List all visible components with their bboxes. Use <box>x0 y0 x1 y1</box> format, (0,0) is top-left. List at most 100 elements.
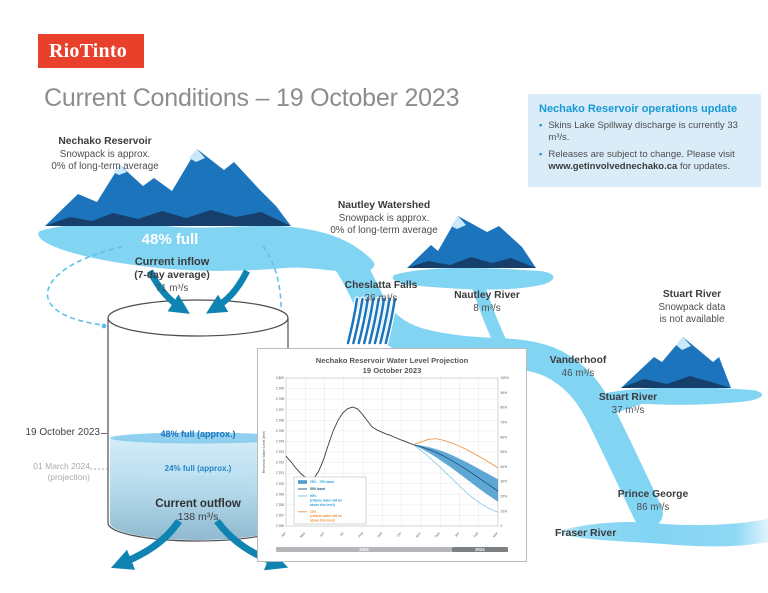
svg-text:May: May <box>299 531 306 539</box>
fraser-river-label: Fraser River <box>555 527 617 539</box>
current-level-label: 48% full (approx.) <box>160 429 236 439</box>
cheslatta-falls-name: Cheslatta Falls <box>344 280 418 291</box>
series-10-chance-water-will-be-above-this-level <box>413 438 499 469</box>
nautley-river-branch <box>471 279 510 355</box>
nautley-pool <box>392 267 554 290</box>
series-90-chance-water-will-be-above-this-level <box>412 444 499 513</box>
svg-text:Sep: Sep <box>376 531 383 538</box>
outflow-value: 138 m³/s <box>177 511 219 524</box>
nautley-snowpack-line1: Snowpack is approx. <box>338 212 430 224</box>
svg-text:50%: 50% <box>501 450 508 454</box>
svg-text:Mar: Mar <box>492 530 499 538</box>
svg-text:2,791: 2,791 <box>276 471 284 475</box>
inflow-arrows <box>147 269 250 314</box>
vanderhoof-value: 46 m³/s <box>561 367 595 379</box>
projection-date: 01 March 2024 <box>33 461 90 471</box>
svg-text:2,799: 2,799 <box>276 387 284 391</box>
dashed-connector-left <box>46 246 123 329</box>
stuart-mountain-icon <box>621 337 731 388</box>
svg-text:90%: 90% <box>310 494 317 498</box>
series-50-band <box>413 444 499 492</box>
nautley-watershed-name: Nautley Watershed <box>337 200 431 211</box>
nechako-mountain-icon <box>45 149 291 226</box>
cheslatta-falls-value: 36 m³/s <box>364 292 398 304</box>
svg-text:80%: 80% <box>501 406 508 410</box>
svg-text:2,797: 2,797 <box>276 408 284 412</box>
operations-bullet-1-text: Skins Lake Spillway discharge is current… <box>548 120 738 144</box>
svg-text:Feb: Feb <box>473 531 480 538</box>
svg-text:Jun: Jun <box>319 531 326 538</box>
svg-text:above this level): above this level) <box>310 503 335 507</box>
operations-update-box: Nechako Reservoir operations update • Sk… <box>528 94 761 188</box>
stuart-pool <box>596 387 763 405</box>
svg-text:2,795: 2,795 <box>276 429 284 433</box>
nautley-river-label: Nautley River 8 m³/s <box>454 290 520 315</box>
nechako-snowpack-line1: Snowpack is approx. <box>59 148 151 160</box>
nautley-river-value: 8 m³/s <box>473 302 501 314</box>
chart-left-axis: 2,786 2,787 2,788 2,789 2,790 2,791 2,792 2,793… <box>276 376 284 528</box>
rio-tinto-logo: RioTinto <box>38 34 144 68</box>
stuart-snowpack-line1: Snowpack data <box>658 301 726 313</box>
prince-george-label: Prince George 86 m³/s <box>618 489 688 514</box>
svg-text:Apr: Apr <box>280 530 287 537</box>
nechako-snowpack-line2: 0% of long-term average <box>51 161 159 173</box>
nautley-river-name: Nautley River <box>454 290 520 301</box>
operations-bullet-1: • Skins Lake Spillway discharge is curre… <box>539 120 750 145</box>
chart-plot: 2,786 2,787 2,788 2,789 2,790 2,791 2,792 2,793… <box>262 376 509 552</box>
current-inflow-label: Current inflow (7-day average) 71 m³/s <box>134 256 210 295</box>
cheslatta-falls-icon <box>345 296 398 346</box>
svg-text:90%: 90% <box>501 391 508 395</box>
fraser-river-band <box>552 519 768 547</box>
svg-text:2,792: 2,792 <box>276 461 284 465</box>
svg-text:2,790: 2,790 <box>276 482 284 486</box>
svg-text:25% - 75% band: 25% - 75% band <box>310 480 334 484</box>
vanderhoof-label: Vanderhoof 46 m³/s <box>550 355 607 380</box>
water-level-chart: 2,786 2,787 2,788 2,789 2,790 2,791 2,792 2,793… <box>262 376 509 552</box>
vanderhoof-name: Vanderhoof <box>549 355 607 366</box>
stuart-river-value: 37 m³/s <box>611 404 645 416</box>
reservoir-cylinder <box>90 299 289 542</box>
svg-text:2,800: 2,800 <box>276 376 284 380</box>
svg-text:0: 0 <box>501 524 503 528</box>
reservoir-splash <box>38 223 375 272</box>
reservoir-percent-full: 48% full <box>141 231 199 248</box>
svg-text:2,789: 2,789 <box>276 492 284 496</box>
svg-text:Jan: Jan <box>454 531 461 538</box>
svg-text:30%: 30% <box>501 480 508 484</box>
svg-text:2,786: 2,786 <box>276 524 284 528</box>
chart-title: Nechako Reservoir Water Level Projection <box>315 356 469 365</box>
inflow-value: 71 m³/s <box>155 282 189 294</box>
nechako-reservoir-label: Nechako Reservoir Snowpack is approx. 0%… <box>51 136 158 173</box>
level-24-band <box>111 466 285 476</box>
current-outflow-label: Current outflow 138 m³/s <box>155 497 241 525</box>
svg-text:100%: 100% <box>501 376 510 380</box>
chart-right-axis: 100% 90% 80% 70% 60% 50% 40% 30% 20% 10% 0 <box>501 376 510 528</box>
water-level-chart-panel: Nechako Reservoir Water Level Projection… <box>257 348 527 562</box>
svg-text:2,788: 2,788 <box>276 503 284 507</box>
svg-text:10%: 10% <box>310 510 317 514</box>
current-date-label: 19 October 2023 <box>25 427 101 438</box>
operations-bullet-2-post: for updates. <box>677 161 731 173</box>
projection-band <box>413 444 498 502</box>
svg-text:Jul: Jul <box>339 531 345 537</box>
bullet-dot-icon: • <box>539 120 543 131</box>
svg-text:2,794: 2,794 <box>276 440 284 444</box>
prince-george-value: 86 m³/s <box>636 501 670 513</box>
outflow-arrows <box>110 518 289 571</box>
stuart-mountain-label: Stuart River Snowpack data is not availa… <box>659 289 726 326</box>
projection-note: (projection) <box>47 471 90 482</box>
svg-text:(chance water will be: (chance water will be <box>310 498 342 502</box>
operations-bullet-2: • Releases are subject to change. Please… <box>539 149 750 174</box>
svg-text:20%: 20% <box>501 495 508 499</box>
chart-month-labels: Apr May Jun Jul Aug Sep Oct Nov Dec Jan Feb Mar <box>280 530 499 538</box>
chart-year-bands: 2023 2024 <box>276 547 508 552</box>
page-title: Current Conditions – 19 October 2023 <box>44 84 460 112</box>
svg-text:70%: 70% <box>501 421 508 425</box>
projection-level-label: 24% full (approx.) <box>164 464 232 473</box>
svg-text:2,796: 2,796 <box>276 418 284 422</box>
getinvolved-link[interactable]: www.getinvolvednechako.ca <box>548 161 678 173</box>
svg-text:Dec: Dec <box>434 531 441 538</box>
svg-text:2,798: 2,798 <box>276 397 284 401</box>
nautley-snowpack-line2: 0% of long-term average <box>330 225 438 237</box>
